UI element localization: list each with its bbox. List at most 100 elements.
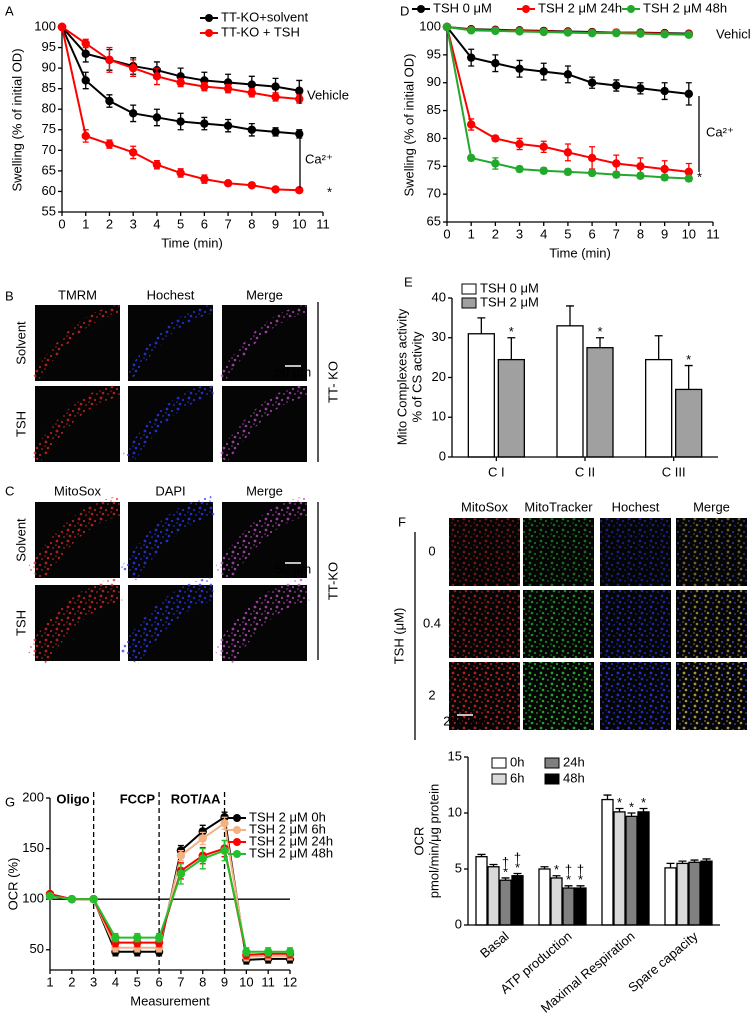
legend-label: TSH 0 μM <box>480 280 539 295</box>
data-point <box>295 129 304 139</box>
annotation: * <box>697 169 702 184</box>
data-point <box>198 827 207 836</box>
micrograph <box>222 305 307 381</box>
x-tick-label: 5 <box>564 226 571 241</box>
panel-label: C <box>5 483 14 498</box>
annotation: Vehicle <box>716 26 750 41</box>
tissue <box>122 383 215 463</box>
error-bar <box>654 335 663 360</box>
data-point <box>539 67 548 76</box>
tissue <box>119 495 216 581</box>
error-bar <box>596 337 604 348</box>
x-tick-label: 11 <box>261 974 275 989</box>
x-tick-label: C II <box>575 464 595 479</box>
row-label: Solvent <box>13 321 28 365</box>
y-tick-label: 85 <box>42 80 56 95</box>
y-tick-label: 90 <box>42 60 56 75</box>
legend-marker <box>233 814 241 822</box>
column-label: Merge <box>246 287 283 302</box>
bar <box>562 887 575 926</box>
data-point <box>200 174 209 184</box>
data-point <box>587 168 597 178</box>
data-point <box>660 164 669 174</box>
data-point <box>285 947 295 956</box>
column-label: Merge <box>246 483 283 498</box>
reference-label: Oligo <box>56 791 89 806</box>
reference-label: FCCP <box>120 791 156 806</box>
data-point <box>295 186 304 195</box>
y-tick-label: 65 <box>427 213 441 228</box>
data-point <box>220 819 229 828</box>
data-point <box>198 834 207 843</box>
bar <box>625 815 638 926</box>
x-axis-label: Measurement <box>130 993 210 1008</box>
x-axis-label: Time (min) <box>161 235 223 250</box>
tissue <box>25 577 123 665</box>
data-point <box>198 854 207 863</box>
data-point <box>220 846 229 855</box>
significance-mark: * <box>578 872 583 887</box>
bar <box>550 877 563 926</box>
x-tick-label: 1 <box>468 226 475 241</box>
error-bar <box>627 812 636 817</box>
legend-swatch <box>461 297 477 309</box>
bar <box>700 860 713 926</box>
column-label: MitoSox <box>461 499 508 514</box>
data-point <box>152 113 162 122</box>
error-bar <box>666 862 675 868</box>
data-point <box>223 179 233 188</box>
bar <box>664 867 677 926</box>
y-tick-label: 60 <box>42 183 56 198</box>
legend-label: TSH 2 μM 6h <box>249 821 326 836</box>
legend-marker <box>205 14 213 22</box>
data-point <box>660 173 669 182</box>
data-point <box>612 170 621 179</box>
column-label: MitoSox <box>54 483 101 498</box>
y-tick-label: 20 <box>432 369 446 384</box>
y-tick-label: 75 <box>427 158 441 173</box>
data-point <box>154 933 164 942</box>
column-label: MitoTracker <box>524 499 593 514</box>
data-point <box>442 22 452 32</box>
y-tick-label: 100 <box>22 891 44 906</box>
data-point <box>515 27 524 36</box>
x-axis-label: Time (min) <box>549 245 611 260</box>
error-bar <box>507 337 516 360</box>
legend-swatch <box>544 773 560 785</box>
x-tick-label: 7 <box>177 974 184 989</box>
data-point <box>491 159 500 168</box>
x-tick-label: 8 <box>248 216 255 231</box>
data-point <box>636 84 645 93</box>
error-bar <box>702 858 711 862</box>
x-tick-label: 7 <box>224 216 231 231</box>
data-point <box>176 168 185 178</box>
bar <box>475 856 488 926</box>
panel-label: A <box>5 3 14 18</box>
data-point <box>539 27 548 37</box>
data-point <box>515 64 524 73</box>
significance-mark: † <box>577 862 584 877</box>
data-point <box>271 127 280 137</box>
y-tick-label: 70 <box>427 186 441 201</box>
group-label: TT-KO <box>325 562 340 600</box>
legend-label: TSH 2 μM 48h <box>249 845 333 860</box>
y-axis-label: Swelling (% of initial OD) <box>401 53 416 196</box>
data-point <box>684 30 694 39</box>
data-point <box>81 49 90 58</box>
y-tick-label: 90 <box>427 74 441 89</box>
annotation: * <box>327 184 332 199</box>
x-tick-label: 8 <box>637 226 644 241</box>
bar <box>637 811 650 926</box>
significance-mark: * <box>617 795 622 810</box>
data-point <box>81 76 90 85</box>
significance-mark: * <box>597 324 602 339</box>
cells <box>523 662 594 730</box>
panel-label: E <box>404 274 413 289</box>
tissue <box>124 304 214 380</box>
data-point <box>81 39 90 48</box>
error-bar <box>690 859 699 863</box>
x-tick-label: 6 <box>588 226 595 241</box>
y-tick-label: 0 <box>455 916 462 931</box>
data-point <box>247 80 257 89</box>
data-point <box>128 109 138 118</box>
